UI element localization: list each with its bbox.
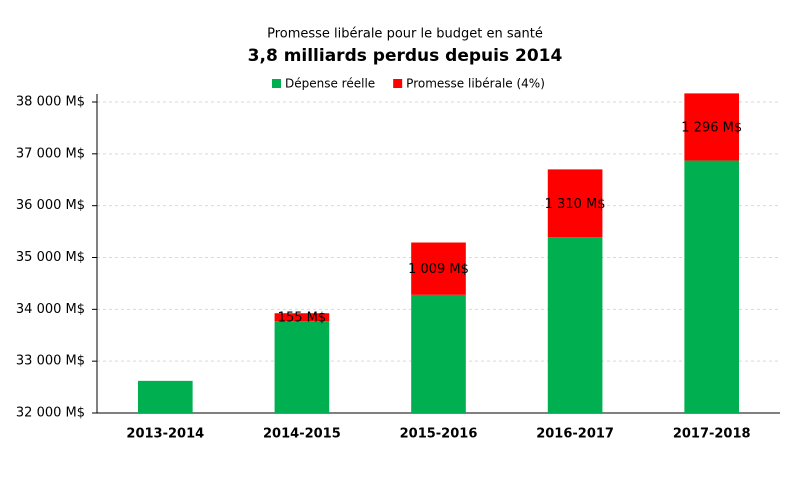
legend-label: Promesse libérale (4%): [406, 77, 545, 91]
x-tick-label: 2017-2018: [673, 427, 751, 442]
data-label: 1 310 M$: [545, 197, 606, 212]
data-label: 1 296 M$: [681, 120, 742, 135]
bar-segment: [137, 380, 193, 413]
bar-segment: [411, 242, 466, 295]
legend-swatch: [393, 79, 403, 88]
bar-segment: [274, 321, 330, 413]
bar-segment: [684, 93, 740, 161]
bar-segment: [411, 294, 466, 413]
x-tick-label: 2014-2015: [263, 427, 341, 442]
legend-label: Dépense réelle: [285, 77, 375, 91]
data-label: 155 M$: [278, 311, 326, 326]
chart-subtitle: 3,8 milliards perdus depuis 2014: [248, 46, 563, 66]
y-tick-label: 35 000 M$: [16, 250, 85, 265]
y-tick-label: 33 000 M$: [16, 354, 85, 369]
chart-title: Promesse libérale pour le budget en sant…: [267, 27, 543, 42]
y-tick-label: 36 000 M$: [16, 198, 85, 213]
x-tick-label: 2013-2014: [126, 427, 204, 442]
y-tick-label: 38 000 M$: [16, 95, 85, 110]
bar-segment: [274, 313, 330, 322]
bar-segment: [684, 160, 740, 413]
bar-segment: [547, 169, 603, 238]
y-tick-label: 37 000 M$: [16, 146, 85, 161]
y-tick-label: 34 000 M$: [16, 302, 85, 317]
y-tick-label: 32 000 M$: [16, 406, 85, 421]
bar-segment: [547, 237, 603, 413]
data-label: 1 009 M$: [408, 262, 469, 277]
legend-swatch: [272, 79, 281, 88]
x-tick-label: 2015-2016: [400, 427, 478, 442]
x-tick-label: 2016-2017: [536, 427, 614, 442]
